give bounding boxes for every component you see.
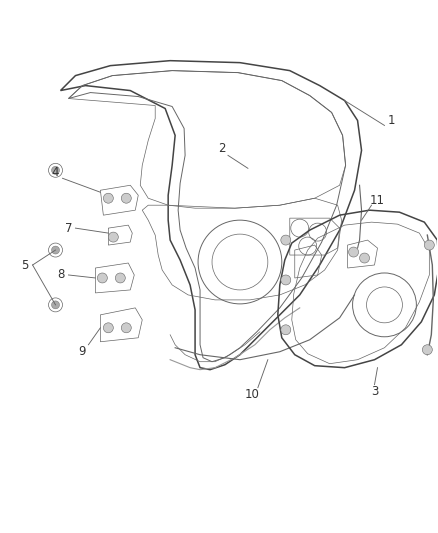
- Circle shape: [115, 273, 125, 283]
- Text: 3: 3: [371, 385, 378, 398]
- Circle shape: [360, 253, 370, 263]
- Text: 7: 7: [65, 222, 72, 235]
- Circle shape: [52, 166, 60, 174]
- Circle shape: [103, 323, 113, 333]
- Text: 11: 11: [370, 193, 385, 207]
- Circle shape: [121, 323, 131, 333]
- Circle shape: [424, 240, 434, 250]
- Text: 8: 8: [57, 269, 64, 281]
- Text: 9: 9: [79, 345, 86, 358]
- Text: 10: 10: [244, 388, 259, 401]
- Circle shape: [281, 325, 291, 335]
- Text: 2: 2: [218, 142, 226, 155]
- Circle shape: [281, 275, 291, 285]
- Circle shape: [52, 301, 60, 309]
- Circle shape: [422, 345, 432, 355]
- Text: 1: 1: [388, 114, 395, 127]
- Text: 5: 5: [21, 259, 28, 271]
- Circle shape: [103, 193, 113, 203]
- Circle shape: [121, 193, 131, 203]
- Circle shape: [349, 247, 359, 257]
- Circle shape: [52, 246, 60, 254]
- Text: 4: 4: [52, 166, 59, 179]
- Circle shape: [97, 273, 107, 283]
- Circle shape: [281, 235, 291, 245]
- Circle shape: [108, 232, 118, 242]
